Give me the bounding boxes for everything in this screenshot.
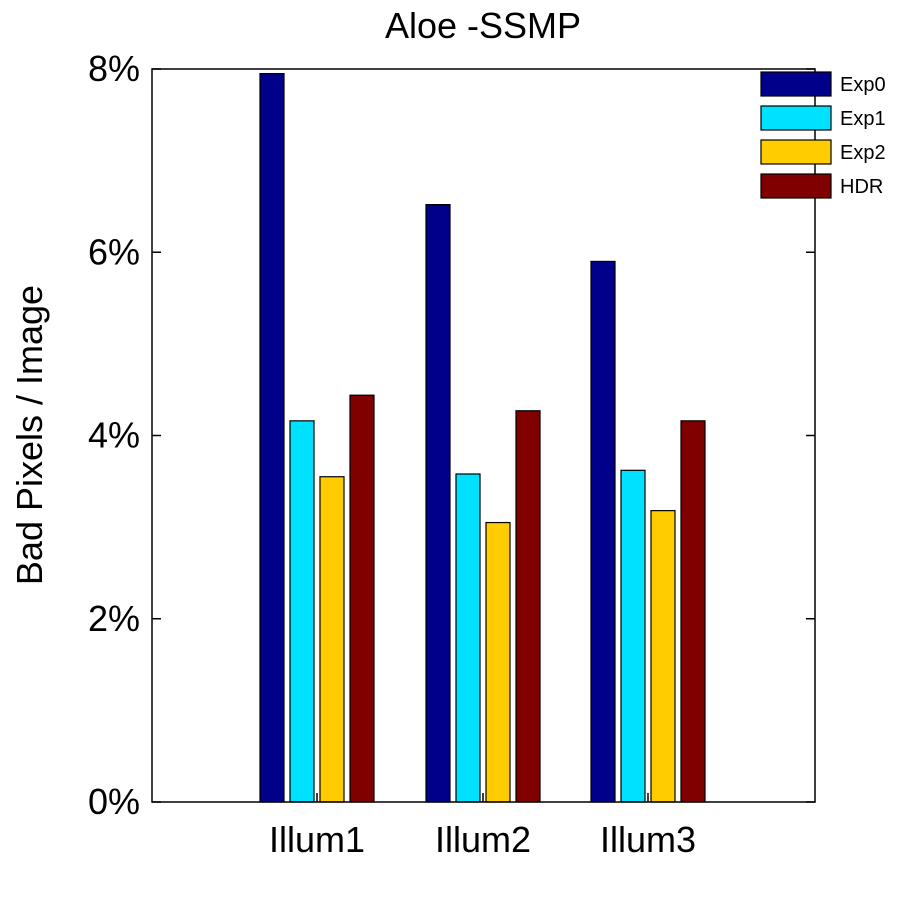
legend-label-hdr: HDR	[840, 176, 883, 198]
legend-label-exp0: Exp0	[840, 74, 886, 96]
x-tick-label: Illum2	[435, 819, 531, 860]
bar-exp2-illum1	[319, 476, 345, 803]
y-tick-label: 2%	[88, 598, 140, 639]
legend-swatch-exp1	[760, 105, 832, 131]
ticks-layer: 0% 2% 4% 6% 8% Illum1 Illum2 Illum3	[88, 48, 815, 860]
legend: Exp0 Exp1 Exp2 HDR	[760, 71, 886, 199]
legend-swatch-exp0	[760, 71, 832, 97]
bar-exp2-illum3	[650, 510, 676, 803]
bar-exp0-illum2	[425, 204, 451, 803]
bar-exp1-illum2	[455, 473, 481, 803]
legend-swatch-exp2	[760, 139, 832, 165]
bar-hdr-illum3	[680, 420, 706, 803]
bar-hdr-illum1	[349, 394, 375, 803]
y-tick-label: 0%	[88, 781, 140, 822]
bar-hdr-illum2	[515, 410, 541, 803]
bars-layer	[259, 72, 706, 803]
y-axis-label: Bad Pixels / Image	[9, 285, 50, 585]
bar-exp0-illum1	[259, 72, 285, 803]
legend-swatch-hdr	[760, 173, 832, 199]
bar-exp1-illum3	[620, 469, 646, 803]
chart-title: Aloe -SSMP	[385, 5, 581, 46]
legend-label-exp1: Exp1	[840, 108, 886, 130]
x-tick-label: Illum3	[600, 819, 696, 860]
y-tick-label: 8%	[88, 48, 140, 89]
legend-label-exp2: Exp2	[840, 142, 886, 164]
plot-frame	[151, 68, 816, 803]
x-tick-label: Illum1	[269, 819, 365, 860]
bar-exp2-illum2	[485, 521, 511, 803]
bar-exp0-illum3	[590, 260, 616, 803]
y-tick-label: 6%	[88, 231, 140, 272]
bar-exp1-illum1	[289, 420, 315, 803]
y-tick-label: 4%	[88, 415, 140, 456]
